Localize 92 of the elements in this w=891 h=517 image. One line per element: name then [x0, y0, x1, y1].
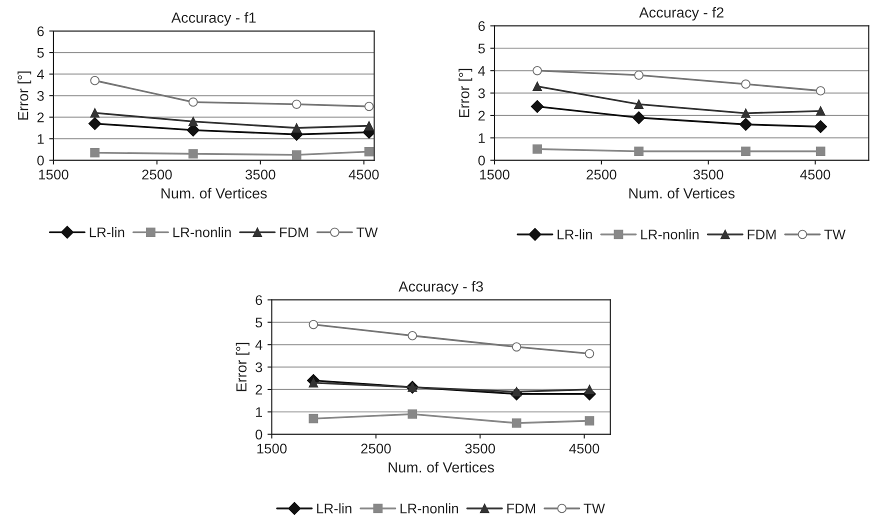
y-tick-label: 0 — [478, 156, 485, 166]
point — [741, 79, 750, 89]
legend-label: TW — [584, 504, 605, 514]
point — [584, 384, 594, 394]
legend-label: FDM — [507, 504, 536, 514]
x-tick-label: 3500 — [465, 444, 496, 454]
y-axis-title: Error [°] — [458, 68, 472, 118]
legend-label: LR-lin — [558, 229, 592, 240]
point — [90, 108, 100, 118]
point — [364, 146, 374, 156]
y-axis-title: Error [°] — [18, 71, 32, 120]
y-tick-label: 1 — [478, 133, 485, 143]
chart-title: Accuracy - f2 — [639, 6, 724, 21]
y-tick-label: 0 — [256, 430, 262, 440]
point — [634, 100, 644, 109]
y-tick-label: 4 — [478, 66, 486, 76]
point — [308, 414, 318, 424]
y-tick-label: 1 — [256, 407, 262, 417]
point — [741, 108, 750, 118]
x-axis-title: Num. of Vertices — [162, 188, 267, 199]
x-axis-title: Num. of Vertices — [629, 188, 735, 199]
point — [816, 86, 826, 96]
legend-label: LR-lin — [317, 503, 352, 514]
x-tick-label: 2500 — [586, 170, 616, 180]
point — [90, 148, 100, 158]
x-tick-label: 4500 — [348, 170, 379, 180]
y-tick-label: 6 — [256, 295, 262, 306]
x-tick-label: 2500 — [361, 444, 391, 454]
point — [584, 416, 594, 426]
y-tick-label: 3 — [256, 362, 262, 372]
legend-label: LR-nonlin — [173, 227, 231, 238]
x-tick-label: 1500 — [257, 444, 287, 454]
point — [292, 100, 302, 109]
x-tick-label: 3500 — [693, 170, 724, 180]
y-axis-title: Error [°] — [236, 342, 250, 392]
point — [634, 146, 644, 156]
point — [814, 120, 828, 134]
y-tick-label: 4 — [255, 340, 262, 350]
point — [530, 100, 544, 113]
point — [512, 418, 522, 428]
x-tick-label: 1500 — [39, 170, 68, 180]
y-tick-label: 5 — [37, 48, 44, 58]
y-tick-label: 4 — [37, 70, 44, 80]
x-tick-label: 4500 — [569, 444, 600, 454]
chart-title: Accuracy - f3 — [398, 280, 483, 295]
point — [364, 102, 374, 112]
legend-label: FDM — [280, 228, 308, 238]
point — [292, 150, 302, 160]
point — [741, 146, 750, 156]
point — [188, 97, 198, 107]
legend-label: LR-nonlin — [641, 229, 699, 240]
y-tick-label: 5 — [478, 44, 485, 54]
y-tick-label: 2 — [37, 112, 44, 122]
point — [816, 146, 826, 156]
chart-title: Accuracy - f1 — [171, 12, 256, 26]
y-tick-label: 1 — [38, 134, 44, 144]
y-tick-label: 0 — [37, 156, 44, 166]
x-tick-label: 3500 — [245, 170, 276, 180]
point — [532, 144, 542, 154]
point — [739, 118, 752, 131]
legend-label: FDM — [748, 230, 776, 240]
y-tick-label: 3 — [37, 90, 44, 101]
legend-label: LR-lin — [90, 227, 124, 238]
legend-label: TW — [824, 230, 846, 240]
x-tick-label: 1500 — [480, 170, 510, 180]
point — [364, 121, 374, 130]
point — [632, 111, 646, 124]
point — [188, 116, 198, 126]
point — [512, 342, 522, 352]
point — [532, 66, 542, 76]
point — [634, 70, 644, 80]
y-tick-label: 3 — [478, 88, 485, 98]
point — [408, 331, 418, 340]
point — [584, 348, 594, 358]
y-tick-label: 2 — [256, 384, 262, 395]
y-tick-label: 5 — [256, 318, 262, 328]
y-tick-label: 6 — [37, 26, 44, 36]
point — [532, 82, 542, 92]
point — [816, 106, 826, 116]
point — [188, 149, 198, 158]
x-tick-label: 2500 — [142, 170, 172, 180]
point — [292, 123, 302, 133]
point — [90, 76, 100, 86]
legend-label: LR-nonlin — [400, 503, 458, 514]
point — [88, 117, 102, 130]
point — [308, 320, 318, 330]
x-axis-title: Num. of Vertices — [388, 462, 494, 473]
point — [408, 409, 418, 419]
y-tick-label: 6 — [478, 21, 485, 32]
y-tick-label: 2 — [478, 110, 485, 120]
x-tick-label: 4500 — [800, 170, 830, 180]
legend-label: TW — [356, 228, 378, 238]
